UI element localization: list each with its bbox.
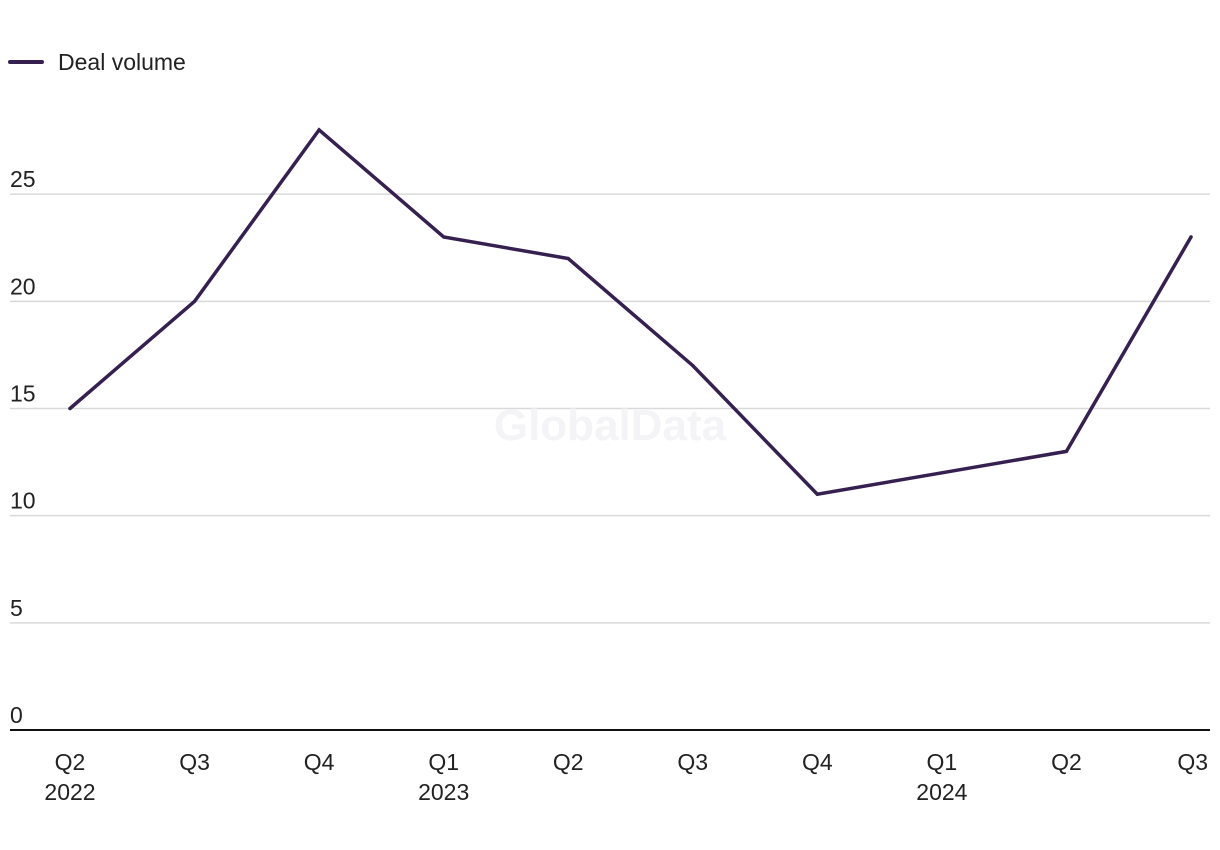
data-point-5	[691, 364, 695, 368]
x-year-label-2024: 2024	[916, 779, 967, 805]
data-point-6	[815, 492, 819, 496]
y-tick-label-5: 5	[10, 595, 23, 621]
y-axis-ticks: 0 5 10 15 20 25	[10, 166, 36, 728]
x-tick-label-1: Q3	[179, 749, 210, 775]
y-tick-label-15: 15	[10, 381, 36, 407]
watermark-text: GlobalData	[494, 401, 727, 450]
series-lines	[68, 127, 1193, 497]
x-tick-label-3: Q1	[428, 749, 459, 775]
x-tick-label-6: Q4	[802, 749, 833, 775]
y-tick-label-20: 20	[10, 273, 36, 299]
data-point-4	[566, 256, 570, 261]
gridlines	[10, 193, 1210, 624]
y-tick-label-0: 0	[10, 702, 23, 728]
x-tick-label-9: Q3	[1177, 749, 1208, 775]
x-tick-label-7: Q1	[927, 749, 958, 775]
x-tick-label-4: Q2	[553, 749, 584, 775]
data-point-3	[442, 235, 446, 239]
data-point-7	[940, 471, 944, 475]
legend-label-deal-volume: Deal volume	[58, 49, 186, 75]
x-tick-label-2: Q4	[304, 749, 335, 775]
data-point-0	[68, 406, 72, 411]
x-tick-label-0: Q2	[55, 749, 86, 775]
legend: Deal volume	[8, 49, 186, 75]
x-tick-label-8: Q2	[1051, 749, 1082, 775]
data-point-1	[192, 299, 197, 303]
x-year-label-2022: 2022	[44, 779, 95, 805]
data-point-2	[317, 128, 321, 132]
data-point-8	[1064, 449, 1069, 453]
x-year-label-2023: 2023	[418, 779, 469, 805]
data-point-9	[1189, 235, 1193, 239]
y-tick-label-25: 25	[10, 166, 36, 192]
x-tick-label-5: Q3	[677, 749, 708, 775]
series-line-0	[68, 127, 1193, 497]
y-tick-label-10: 10	[10, 488, 36, 514]
x-axis-ticks: Q2 2022 Q3 Q4 Q1 2023 Q2 Q3 Q4 Q1 2024 Q2 Q3	[44, 749, 1208, 805]
